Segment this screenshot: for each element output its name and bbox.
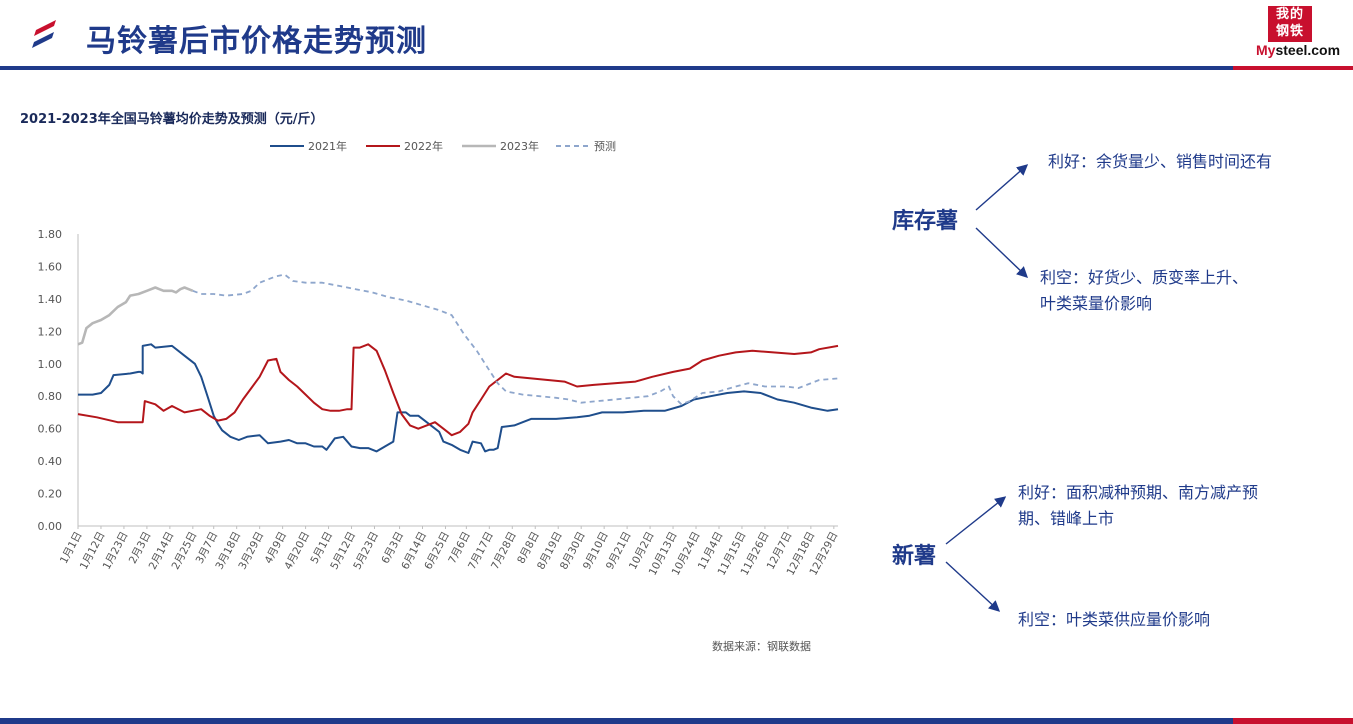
y-tick-label: 0.20 (38, 488, 63, 501)
new-bear-arrow-icon (945, 561, 1001, 612)
chart-axes (77, 234, 838, 527)
y-axis-labels: 1.80 1.60 1.40 1.20 1.00 0.80 0.60 0.40 0.20 0.00 (38, 228, 63, 533)
y-tick-label: 1.00 (38, 358, 63, 371)
page-title: 马铃薯后市价格走势预测 (86, 24, 427, 59)
stock-bull-note: 利好：余货量少、销售时间还有 (1048, 152, 1273, 171)
legend-label-4: 预测 (594, 140, 616, 153)
new-bear-note: 利空：叶类菜供应量价影响 (1018, 610, 1211, 629)
brand-seal-line-1: 我的 (1275, 7, 1304, 22)
y-tick-label: 1.40 (38, 293, 63, 306)
brand-word-prefix: My (1256, 42, 1276, 58)
legend-label-2: 2022年 (404, 139, 443, 153)
stock-bear-line-2: 叶类菜量价影响 (1040, 294, 1153, 313)
y-tick-label: 0.60 (38, 423, 63, 436)
new-bull-arrow-icon (945, 496, 1007, 545)
y-tick-label: 1.80 (38, 228, 63, 241)
brand-seal-line-2: 钢铁 (1275, 24, 1304, 39)
price-trend-chart: 2021年 2022年 2023年 预测 1.80 1.60 1.40 1.20 1.00 0.… (38, 139, 841, 578)
company-logo-icon (32, 20, 56, 48)
brand-wordmark: Mysteel.com (1256, 42, 1340, 58)
series-line-3 (77, 286, 194, 346)
brand-seal: 我的 钢铁 (1268, 6, 1312, 42)
new-bull-note: 利好：面积减种预期、南方减产预 期、错峰上市 (1018, 480, 1258, 532)
y-tick-label: 1.20 (38, 325, 63, 338)
stock-bear-arrow-icon (975, 227, 1029, 278)
new-bull-line-2: 期、错峰上市 (1018, 509, 1115, 528)
chart-title: 2021-2023年全国马铃薯均价走势及预测（元/斤） (20, 112, 324, 127)
series-line-2 (77, 343, 839, 437)
stock-bull-arrow-icon (975, 164, 1029, 211)
stock-bear-line-1: 利空：好货少、质变率上升、 (1040, 268, 1249, 287)
legend-label-1: 2021年 (308, 139, 347, 153)
chart-series (77, 273, 839, 454)
series-line-4 (192, 273, 839, 406)
data-source-note: 数据来源：钢联数据 (712, 640, 811, 653)
y-tick-label: 0.80 (38, 390, 63, 403)
footer-divider (0, 718, 1353, 724)
stock-bear-note: 利空：好货少、质变率上升、 叶类菜量价影响 (1040, 265, 1248, 317)
stock-potato-label: 库存薯 (892, 208, 959, 234)
series-line-1 (78, 343, 839, 454)
y-tick-label: 1.60 (38, 260, 63, 273)
legend-label-3: 2023年 (500, 139, 539, 153)
y-tick-label: 0.40 (38, 455, 63, 468)
chart-legend: 2021年 2022年 2023年 预测 (270, 139, 616, 153)
y-tick-label: 0.00 (38, 520, 63, 533)
brand-word-suffix: steel.com (1275, 42, 1341, 58)
brand-logo[interactable]: 我的 钢铁 Mysteel.com (1256, 6, 1348, 60)
new-bull-line-1: 利好：面积减种预期、南方减产预 (1018, 483, 1259, 502)
new-potato-label: 新薯 (892, 543, 937, 569)
header-divider (0, 66, 1353, 70)
